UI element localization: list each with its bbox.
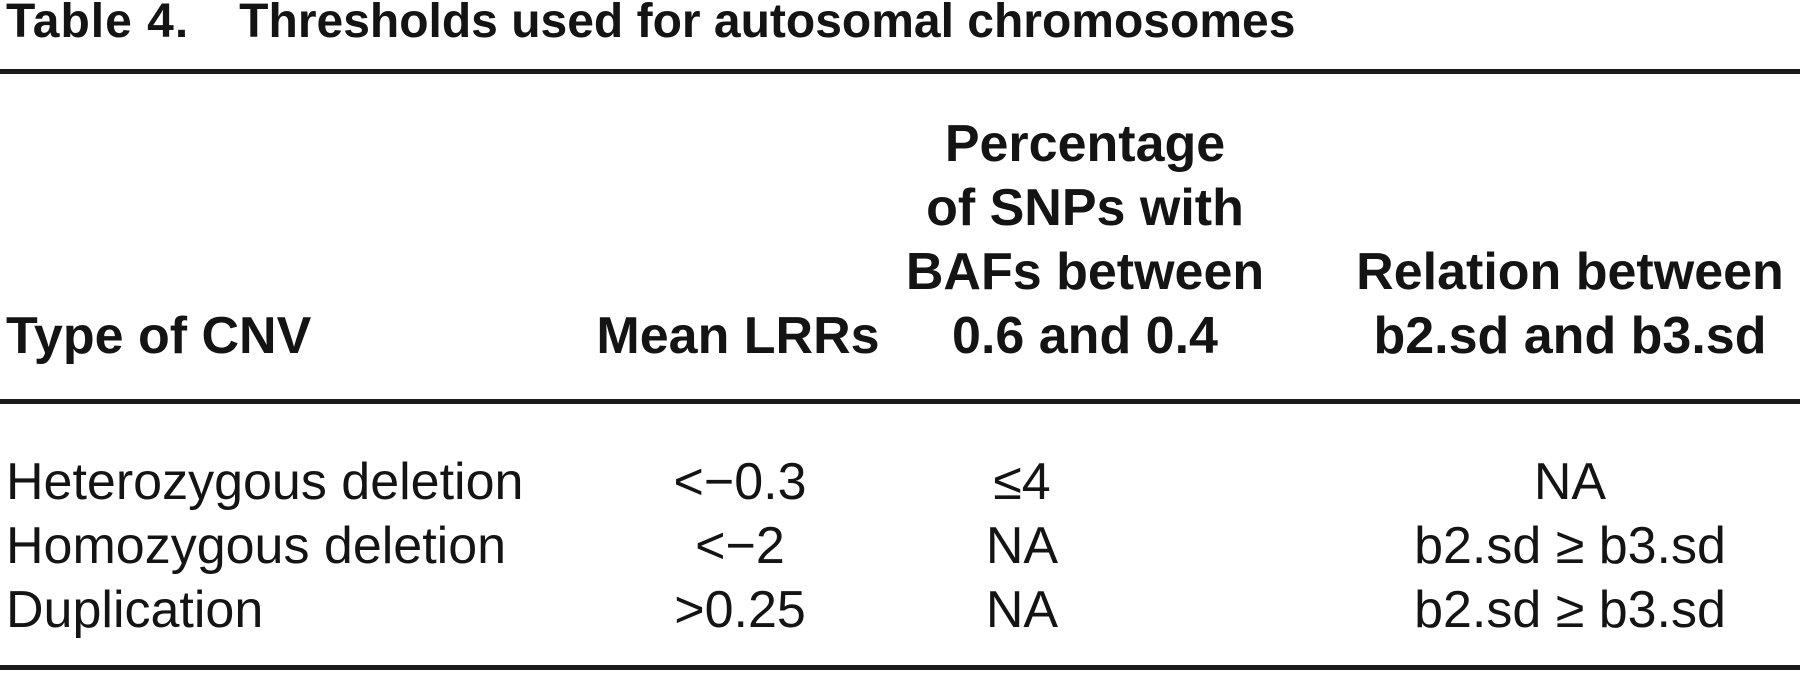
column-header-baf-percentage-line2: of SNPs with bbox=[926, 179, 1244, 237]
column-header-relation: Relation between b2.sd and b3.sd bbox=[1320, 240, 1800, 368]
column-header-baf-percentage-line3: BAFs between bbox=[905, 243, 1265, 301]
table-cell: Heterozygous deletion bbox=[6, 453, 524, 511]
top-rule bbox=[0, 69, 1800, 74]
table-caption: Thresholds used for autosomal chromosome… bbox=[239, 0, 1296, 48]
column-mean-lrrs: <−0.3 <−2 >0.25 bbox=[540, 450, 940, 642]
table-title: Table 4. Thresholds used for autosomal ch… bbox=[6, 0, 1295, 46]
table-cell: Duplication bbox=[6, 581, 264, 639]
column-header-type-of-cnv: Type of CNV bbox=[6, 307, 312, 365]
table-cell: NA bbox=[1533, 453, 1607, 511]
table-cell: <−2 bbox=[695, 517, 785, 575]
column-baf-percentage: ≤4 NA NA bbox=[822, 450, 1222, 642]
column-header-relation-line1: Relation between bbox=[1356, 243, 1784, 301]
table-cell: Homozygous deletion bbox=[6, 517, 507, 575]
table-cell: b2.sd ≥ b3.sd bbox=[1414, 517, 1726, 575]
table-cell: NA bbox=[985, 517, 1059, 575]
table-cell: ≤4 bbox=[993, 453, 1051, 511]
column-header-mean-lrrs: Mean LRRs bbox=[596, 307, 880, 365]
table-cell: b2.sd ≥ b3.sd bbox=[1414, 581, 1726, 639]
header-rule bbox=[0, 399, 1800, 404]
column-header-relation-line2: b2.sd and b3.sd bbox=[1373, 307, 1767, 365]
table-number-label: Table 4. bbox=[6, 0, 190, 48]
column-type-of-cnv: Heterozygous deletion Homozygous deletio… bbox=[6, 450, 536, 642]
column-header-baf-percentage: Percentage of SNPs with BAFs between 0.6… bbox=[880, 112, 1290, 368]
table-cell: >0.25 bbox=[674, 581, 806, 639]
table-cell: <−0.3 bbox=[673, 453, 807, 511]
table-cell: NA bbox=[985, 581, 1059, 639]
column-header-baf-percentage-line1: Percentage bbox=[944, 115, 1226, 173]
bottom-rule bbox=[0, 665, 1800, 670]
column-header-baf-percentage-line4: 0.6 and 0.4 bbox=[952, 307, 1218, 365]
column-relation: NA b2.sd ≥ b3.sd b2.sd ≥ b3.sd bbox=[1320, 450, 1800, 642]
